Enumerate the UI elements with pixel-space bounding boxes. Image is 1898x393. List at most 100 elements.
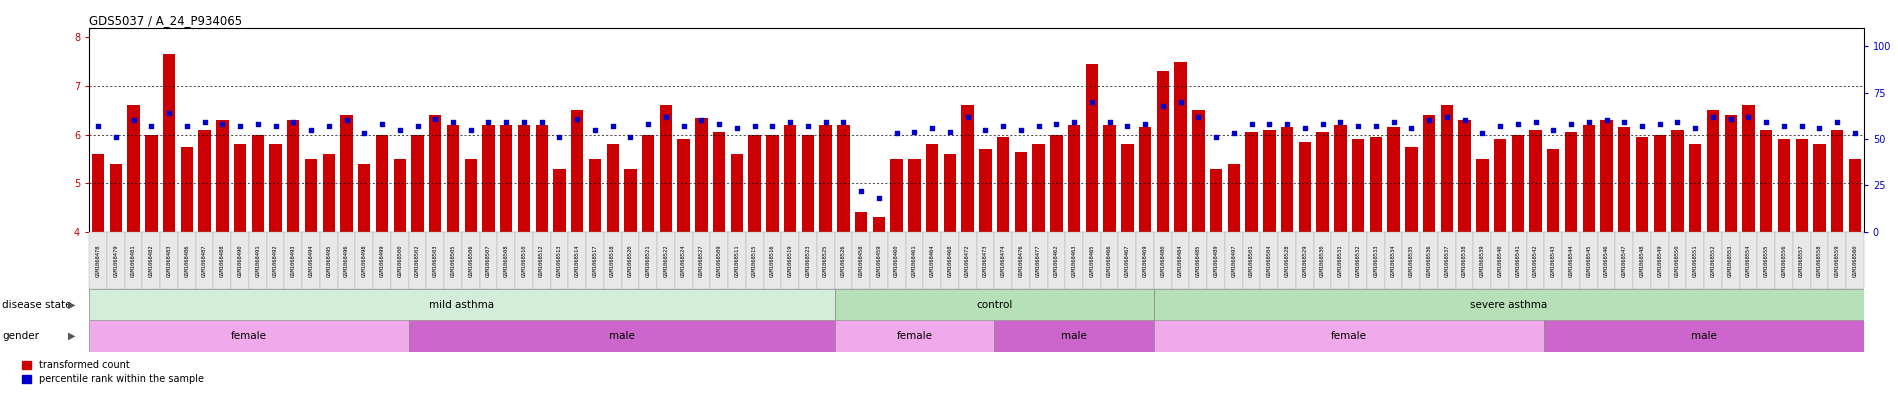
Bar	[1050, 134, 1063, 232]
Bar	[340, 115, 353, 232]
Text: male: male	[1691, 331, 1718, 341]
FancyBboxPatch shape	[1031, 232, 1048, 289]
Bar	[1653, 134, 1666, 232]
Bar	[323, 154, 334, 232]
Bar	[1796, 140, 1809, 232]
Point	[473, 119, 503, 125]
Text: GSM1068530: GSM1068530	[1321, 244, 1325, 277]
Text: GSM1068473: GSM1068473	[983, 244, 987, 277]
FancyBboxPatch shape	[782, 232, 799, 289]
Bar	[820, 125, 831, 232]
Text: GSM1068558: GSM1068558	[1816, 244, 1822, 277]
Text: GSM1068461: GSM1068461	[911, 244, 917, 277]
Text: GSM1068508: GSM1068508	[503, 244, 509, 277]
FancyBboxPatch shape	[1420, 232, 1439, 289]
FancyBboxPatch shape	[1740, 232, 1758, 289]
Point	[810, 119, 841, 125]
Text: GSM1068487: GSM1068487	[201, 244, 207, 277]
Point	[1076, 99, 1107, 105]
Point	[579, 127, 609, 133]
Text: GSM1068499: GSM1068499	[380, 244, 385, 277]
Point	[651, 114, 681, 120]
Bar	[1530, 130, 1541, 232]
Point	[1520, 119, 1551, 125]
Text: GSM1068484: GSM1068484	[1179, 244, 1182, 277]
Point	[1255, 121, 1285, 127]
Point	[1716, 116, 1746, 122]
Point	[1397, 125, 1427, 131]
Point	[1733, 114, 1763, 120]
Point	[1219, 130, 1249, 136]
FancyBboxPatch shape	[763, 232, 782, 289]
Point	[793, 123, 824, 129]
FancyBboxPatch shape	[213, 232, 232, 289]
FancyBboxPatch shape	[816, 232, 835, 289]
Bar	[1387, 127, 1399, 232]
Bar	[554, 169, 566, 232]
Text: GSM1068472: GSM1068472	[966, 244, 970, 277]
Bar	[1033, 144, 1044, 232]
Text: GSM1068510: GSM1068510	[522, 244, 526, 277]
Point	[1503, 121, 1534, 127]
Point	[881, 130, 911, 136]
Bar	[1424, 115, 1435, 232]
Point	[668, 123, 698, 129]
Bar	[1334, 125, 1346, 232]
FancyBboxPatch shape	[1562, 232, 1579, 289]
Point	[492, 119, 522, 125]
Text: GSM1068504: GSM1068504	[1266, 244, 1272, 277]
Bar	[1370, 137, 1382, 232]
FancyBboxPatch shape	[1313, 232, 1332, 289]
Text: GSM1068543: GSM1068543	[1551, 244, 1556, 277]
FancyBboxPatch shape	[514, 232, 533, 289]
FancyBboxPatch shape	[729, 232, 746, 289]
FancyBboxPatch shape	[1847, 232, 1864, 289]
Point	[1822, 119, 1852, 125]
Text: GSM1068485: GSM1068485	[1196, 244, 1201, 277]
Text: GSM1068500: GSM1068500	[397, 244, 402, 277]
Bar	[1069, 125, 1080, 232]
Bar	[979, 149, 991, 232]
Text: GSM1068493: GSM1068493	[290, 244, 296, 277]
Bar	[252, 134, 264, 232]
Text: GSM1068549: GSM1068549	[1657, 244, 1663, 277]
Point	[757, 123, 788, 129]
Point	[1839, 130, 1870, 136]
FancyBboxPatch shape	[391, 232, 408, 289]
FancyBboxPatch shape	[408, 320, 835, 352]
Text: GSM1068529: GSM1068529	[1302, 244, 1308, 277]
Bar	[873, 217, 884, 232]
Text: GSM1068464: GSM1068464	[930, 244, 934, 277]
Point	[1112, 123, 1143, 129]
Point	[279, 119, 309, 125]
Bar	[376, 134, 389, 232]
Bar	[1103, 125, 1116, 232]
FancyBboxPatch shape	[1794, 232, 1811, 289]
Text: GSM1068509: GSM1068509	[717, 244, 721, 277]
Point	[385, 127, 416, 133]
FancyBboxPatch shape	[1118, 232, 1137, 289]
FancyBboxPatch shape	[266, 232, 285, 289]
FancyBboxPatch shape	[1154, 320, 1545, 352]
Point	[260, 123, 290, 129]
Text: GSM1068466: GSM1068466	[1107, 244, 1112, 277]
Point	[332, 117, 363, 123]
FancyBboxPatch shape	[1332, 232, 1349, 289]
FancyBboxPatch shape	[958, 232, 977, 289]
Bar	[163, 54, 175, 232]
Text: GSM1068532: GSM1068532	[1355, 244, 1361, 277]
FancyBboxPatch shape	[1349, 232, 1367, 289]
Bar	[306, 159, 317, 232]
Bar	[393, 159, 406, 232]
FancyBboxPatch shape	[195, 232, 213, 289]
FancyBboxPatch shape	[355, 232, 374, 289]
Bar	[1192, 110, 1205, 232]
Text: GSM1068459: GSM1068459	[877, 244, 881, 277]
FancyBboxPatch shape	[869, 232, 888, 289]
Point	[1786, 123, 1816, 129]
Bar	[588, 159, 602, 232]
Text: GSM1068527: GSM1068527	[698, 244, 704, 277]
FancyBboxPatch shape	[1084, 232, 1101, 289]
Text: GSM1068556: GSM1068556	[1782, 244, 1786, 277]
Text: GSM1068480: GSM1068480	[1160, 244, 1165, 277]
